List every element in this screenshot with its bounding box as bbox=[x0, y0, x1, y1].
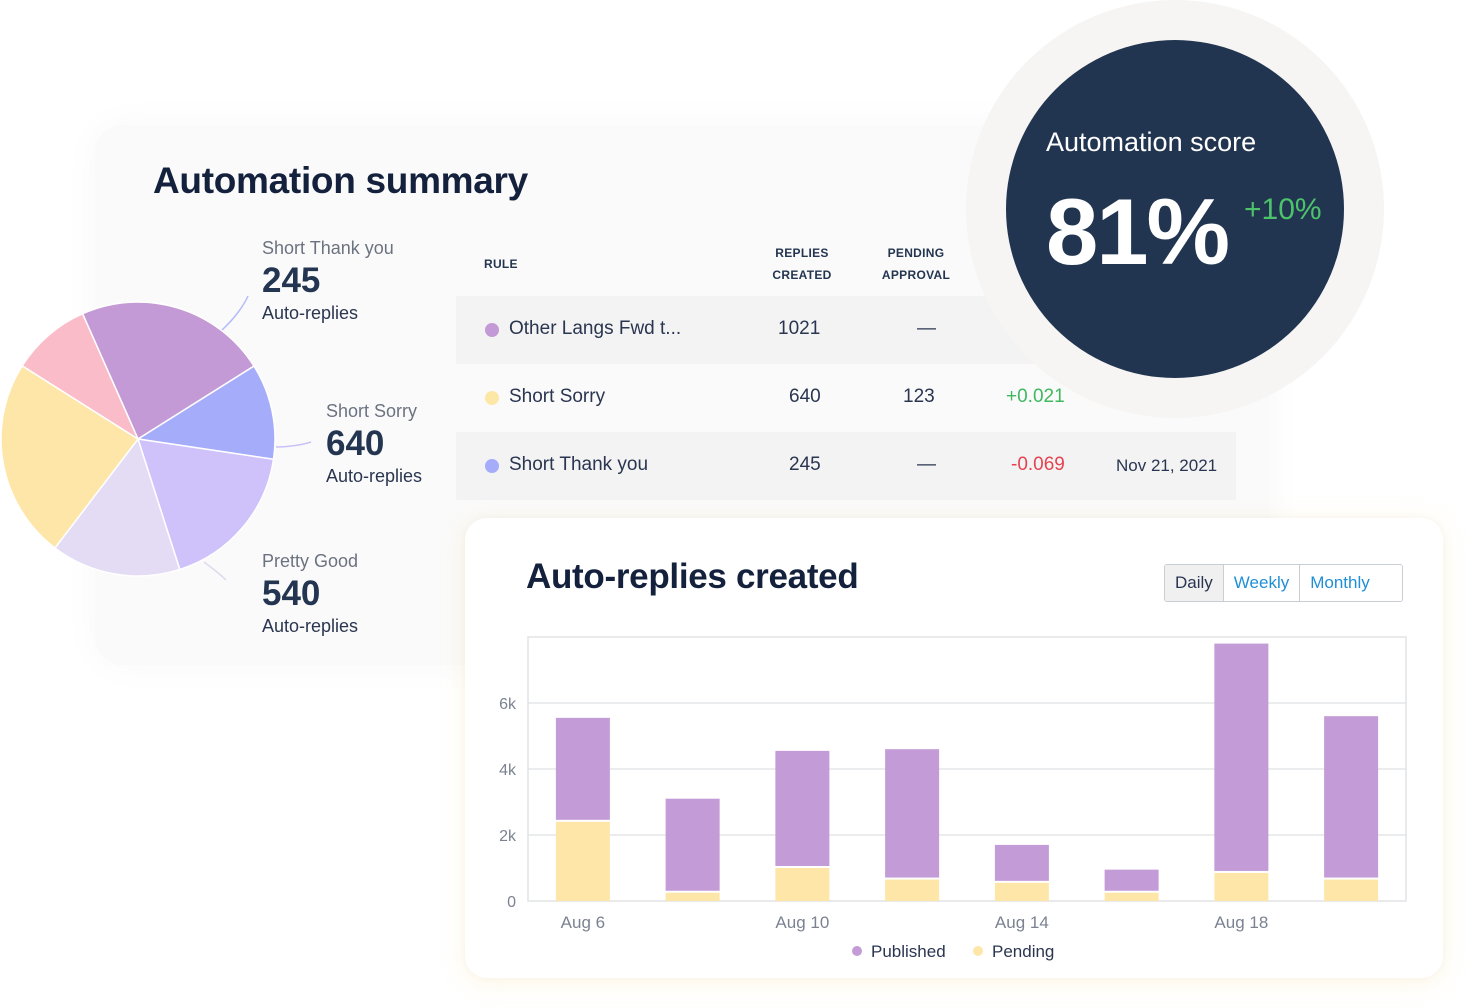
bar-published bbox=[1104, 869, 1159, 891]
legend-swatch bbox=[852, 946, 862, 956]
pie-label-unit: Auto-replies bbox=[262, 616, 359, 636]
table-row[interactable]: Short Thank you 245 — -0.069 Nov 21, 202… bbox=[456, 432, 1236, 500]
leader-line-pretty-good bbox=[203, 561, 227, 581]
bar-published bbox=[885, 749, 940, 878]
column-header-line: APPROVAL bbox=[881, 268, 951, 282]
pie-label-value: 640 bbox=[326, 424, 385, 463]
rule-name: Other Langs Fwd t... bbox=[509, 318, 682, 339]
pie-slice-5 bbox=[0, 364, 140, 549]
column-header-line: PENDING bbox=[887, 246, 945, 260]
pie-chart bbox=[0, 295, 312, 581]
toggle-monthly-button[interactable]: Monthly bbox=[1300, 565, 1402, 601]
x-tick-label: Aug 18 bbox=[1214, 913, 1268, 932]
pie-label-unit: Auto-replies bbox=[326, 466, 423, 486]
pie-slice-4 bbox=[53, 437, 181, 577]
legend-label: Pending bbox=[992, 942, 1054, 961]
bar-pending bbox=[1214, 872, 1269, 901]
period-toggle: Daily Weekly Monthly bbox=[1164, 564, 1403, 602]
column-header-line: CREATED bbox=[772, 268, 832, 282]
bar-pending bbox=[555, 821, 610, 901]
bar-pending bbox=[1104, 892, 1159, 901]
toggle-daily-button[interactable]: Daily bbox=[1165, 565, 1224, 601]
legend-label: Published bbox=[871, 942, 946, 961]
pie-label-pretty-good: Pretty Good 540 Auto-replies bbox=[262, 551, 358, 637]
toggle-weekly-button[interactable]: Weekly bbox=[1223, 565, 1301, 601]
automation-score-title: Automation score bbox=[1046, 127, 1257, 157]
rule-name: Short Sorry bbox=[509, 386, 606, 407]
bar-pending bbox=[665, 892, 720, 901]
pie-label-value: 245 bbox=[262, 261, 321, 300]
score-change: +0.021 bbox=[1006, 386, 1065, 407]
column-header-rule: RULE bbox=[484, 257, 518, 271]
pie-label-name: Pretty Good bbox=[262, 551, 359, 571]
bar-pending bbox=[775, 868, 830, 901]
automation-score-delta: +10% bbox=[1244, 193, 1322, 226]
x-tick-label: Aug 14 bbox=[995, 913, 1049, 932]
score-change: -0.069 bbox=[1011, 454, 1065, 475]
bar-pending bbox=[1324, 879, 1379, 901]
pie-slice-2 bbox=[135, 365, 276, 461]
column-header-pending-approval: PENDING APPROVAL bbox=[876, 242, 956, 286]
legend-swatch bbox=[973, 946, 983, 956]
replies-created: 245 bbox=[789, 454, 821, 475]
bar-pending bbox=[994, 882, 1049, 901]
rule-color-dot bbox=[485, 323, 499, 337]
bar-published bbox=[555, 717, 610, 820]
leader-line-short-thank-you bbox=[221, 295, 249, 331]
pending-approval: — bbox=[917, 318, 936, 339]
pending-approval: — bbox=[917, 454, 936, 475]
y-tick-label: 2k bbox=[499, 828, 517, 845]
y-tick-label: 6k bbox=[499, 696, 517, 713]
automation-score-value: 81% bbox=[1046, 179, 1230, 284]
y-tick-label: 0 bbox=[507, 894, 516, 911]
y-tick-label: 4k bbox=[499, 762, 517, 779]
bar-published bbox=[1214, 643, 1269, 871]
rule-name: Short Thank you bbox=[509, 454, 649, 475]
auto-replies-title: Auto-replies created bbox=[526, 557, 859, 596]
leader-line-short-sorry bbox=[275, 441, 312, 448]
replies-created: 1021 bbox=[778, 318, 821, 339]
bar-published bbox=[665, 798, 720, 891]
bar-pending bbox=[885, 879, 940, 901]
pie-slice-1 bbox=[81, 301, 256, 441]
rule-color-dot bbox=[485, 391, 499, 405]
bar-published bbox=[994, 844, 1049, 881]
replies-created: 640 bbox=[789, 386, 821, 407]
x-tick-label: Aug 6 bbox=[561, 913, 605, 932]
pie-label-unit: Auto-replies bbox=[262, 303, 359, 323]
automation-summary-title: Automation summary bbox=[153, 160, 528, 201]
last-updated-date: Nov 21, 2021 bbox=[1116, 456, 1218, 475]
table-row[interactable]: Short Sorry 640 123 +0.021 bbox=[456, 364, 1236, 432]
x-tick-label: Aug 10 bbox=[775, 913, 829, 932]
pie-slice-3 bbox=[136, 438, 275, 571]
pie-label-short-sorry: Short Sorry 640 Auto-replies bbox=[326, 401, 422, 487]
pie-label-short-thank-you: Short Thank you 245 Auto-replies bbox=[262, 238, 394, 324]
column-header-line: REPLIES bbox=[775, 246, 829, 260]
pie-slice-6 bbox=[21, 312, 140, 441]
pie-label-name: Short Sorry bbox=[326, 401, 418, 421]
bar-published bbox=[1324, 716, 1379, 878]
column-header-replies-created: REPLIES CREATED bbox=[762, 242, 842, 286]
bar-published bbox=[775, 750, 830, 866]
pending-approval: 123 bbox=[903, 386, 935, 407]
pie-label-name: Short Thank you bbox=[262, 238, 394, 258]
automation-score-circle bbox=[1006, 40, 1344, 378]
rule-color-dot bbox=[485, 459, 499, 473]
pie-label-value: 540 bbox=[262, 574, 321, 613]
